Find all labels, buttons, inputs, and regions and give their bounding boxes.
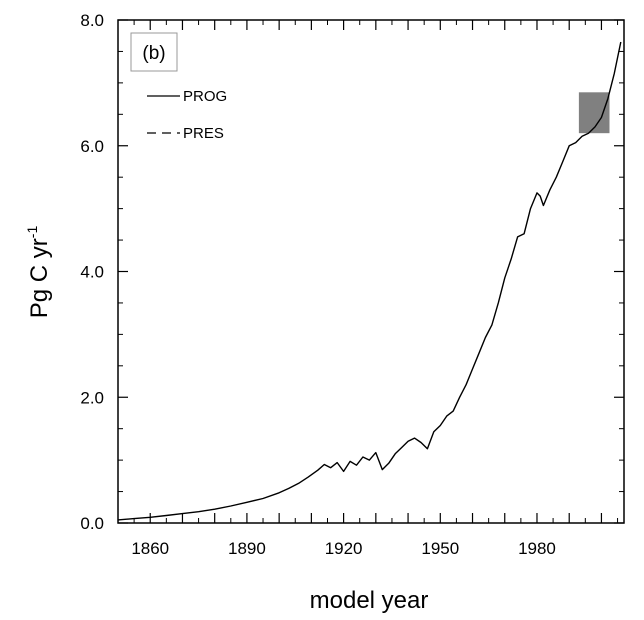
x-axis-title: model year [310,587,429,614]
y-tick-label: 0.0 [80,514,104,533]
y-tick-label: 4.0 [80,263,104,282]
y-tick-label: 8.0 [80,11,104,30]
y-axis-title-main: Pg C yr [26,238,53,318]
x-tick-label: 1920 [325,539,363,558]
legend-label-prog: PROG [183,88,227,105]
x-tick-label: 1890 [228,539,266,558]
axes: 1860 1890 1920 1950 1980 0.0 2.0 4.0 6.0 8.0 [80,11,624,558]
series-lines [117,41,622,521]
legend: (b) PROG PRES [130,32,227,142]
y-tick-label: 2.0 [80,388,104,407]
x-tick-label: 1980 [518,539,556,558]
panel-label: (b) [142,43,165,64]
legend-label-pres: PRES [183,125,224,142]
x-tick-label: 1860 [131,539,169,558]
y-tick-label: 6.0 [80,137,104,156]
annotations [578,92,610,134]
panel-label-box [130,32,178,72]
series-line-prog [117,41,622,521]
x-tick-label: 1950 [421,539,459,558]
y-axis-title-sup: -1 [24,226,40,239]
shaded-region [578,92,610,134]
y-axis-title: Pg C yr-1 [24,226,53,319]
